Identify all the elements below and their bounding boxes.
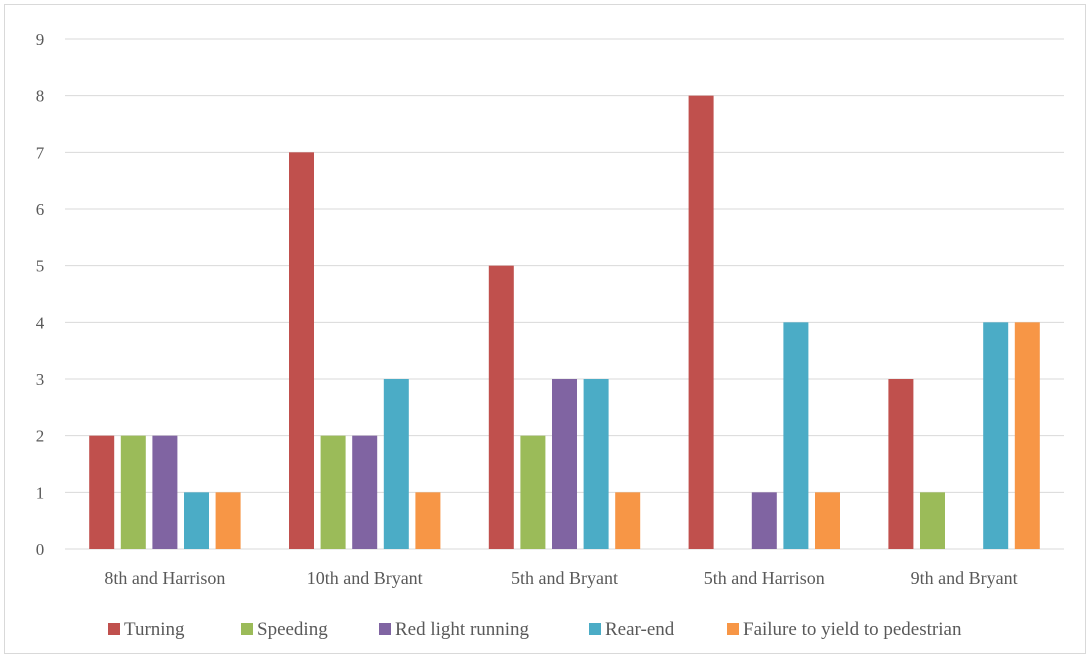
bar-red-light-running-2 [552,379,577,549]
bar-failure-to-yield-to-pedestrian-1 [415,492,441,549]
y-tick-label: 5 [36,257,45,276]
bar-failure-to-yield-to-pedestrian-4 [1014,322,1040,549]
x-axis: 8th and Harrison 10th and Bryant 5th and B… [104,568,1017,588]
y-tick-label: 2 [36,427,45,446]
legend-label: Turning [124,619,185,640]
bar-speeding-1 [320,435,346,549]
x-tick-label: 8th and Harrison [104,568,225,588]
bar-speeding-0 [120,435,146,549]
legend-swatch [379,623,391,635]
y-tick-label: 9 [36,30,45,49]
y-tick-label: 8 [36,87,45,106]
bar-red-light-running-1 [352,435,378,549]
y-tick-label: 3 [36,370,45,389]
bar-failure-to-yield-to-pedestrian-3 [815,492,840,549]
y-tick-label: 0 [36,540,45,559]
legend-label: Rear-end [605,619,675,640]
legend-swatch [241,623,253,635]
y-tick-label: 1 [36,483,45,502]
bar-rear-end-0 [184,492,209,549]
bar-speeding-4 [920,492,945,549]
legend-label: Red light running [395,619,530,640]
x-tick-label: 9th and Bryant [911,568,1018,588]
bar-turning-3 [688,95,714,550]
bar-rear-end-2 [583,379,609,549]
x-tick-label: 5th and Bryant [511,568,618,588]
bar-turning-1 [289,152,314,550]
legend-swatch [589,623,601,635]
bar-speeding-2 [520,435,546,549]
y-axis: 0 1 2 3 4 5 6 7 8 9 [36,30,45,559]
y-tick-label: 4 [36,313,45,332]
legend-label: Failure to yield to pedestrian [743,619,962,640]
bar-failure-to-yield-to-pedestrian-2 [615,492,641,549]
legend: Turning Speeding Red light running Rear-end… [108,619,962,640]
bar-failure-to-yield-to-pedestrian-0 [215,492,241,549]
bar-red-light-running-0 [152,435,178,549]
legend-swatch [727,623,739,635]
legend-swatch [108,623,120,635]
x-tick-label: 10th and Bryant [307,568,423,588]
bar-turning-0 [89,435,115,549]
bar-turning-4 [888,379,914,549]
x-tick-label: 5th and Harrison [704,568,825,588]
bar-rear-end-4 [983,322,1009,549]
y-tick-label: 6 [36,200,45,219]
bar-red-light-running-3 [751,492,777,549]
y-tick-label: 7 [36,143,45,162]
bar-rear-end-3 [783,322,809,549]
bars [89,95,1040,550]
bar-rear-end-1 [383,379,409,549]
legend-label: Speeding [257,619,328,640]
bar-turning-2 [488,265,514,549]
